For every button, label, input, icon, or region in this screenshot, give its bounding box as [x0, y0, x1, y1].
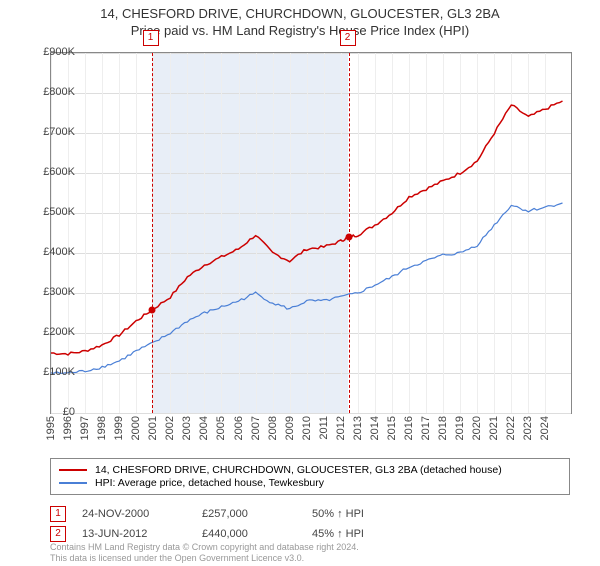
sale-price: £257,000: [202, 508, 312, 520]
chart-title-1: 14, CHESFORD DRIVE, CHURCHDOWN, GLOUCEST…: [0, 6, 600, 21]
legend-item: HPI: Average price, detached house, Tewk…: [59, 477, 561, 489]
chart-event-marker: 1: [143, 30, 159, 46]
x-tick-label: 2006: [233, 416, 245, 440]
x-tick-label: 2014: [369, 416, 381, 440]
chart-event-marker: 2: [340, 30, 356, 46]
x-tick-label: 1997: [79, 416, 91, 440]
sale-events: 1 24-NOV-2000 £257,000 50% ↑ HPI 2 13-JU…: [50, 502, 412, 542]
x-tick-label: 2001: [147, 416, 159, 440]
y-tick-label: £700K: [25, 126, 75, 138]
x-tick-label: 2004: [198, 416, 210, 440]
x-tick-label: 2015: [386, 416, 398, 440]
footer-line-1: Contains HM Land Registry data © Crown c…: [50, 542, 359, 553]
x-tick-label: 2012: [335, 416, 347, 440]
x-tick-label: 2017: [420, 416, 432, 440]
y-tick-label: £800K: [25, 86, 75, 98]
x-tick-label: 2018: [437, 416, 449, 440]
x-tick-label: 2013: [352, 416, 364, 440]
x-tick-label: 2005: [215, 416, 227, 440]
legend-label: HPI: Average price, detached house, Tewk…: [95, 477, 324, 489]
y-tick-label: £100K: [25, 366, 75, 378]
x-tick-label: 2002: [164, 416, 176, 440]
x-tick-label: 2007: [250, 416, 262, 440]
x-tick-label: 2021: [488, 416, 500, 440]
x-tick-label: 2000: [130, 416, 142, 440]
x-tick-label: 2009: [284, 416, 296, 440]
x-tick-label: 2008: [267, 416, 279, 440]
x-tick-label: 2022: [505, 416, 517, 440]
y-tick-label: £400K: [25, 246, 75, 258]
sale-marker-box: 1: [50, 506, 66, 522]
x-tick-label: 2003: [181, 416, 193, 440]
footer-text: Contains HM Land Registry data © Crown c…: [50, 542, 359, 564]
sale-marker-box: 2: [50, 526, 66, 542]
footer-line-2: This data is licensed under the Open Gov…: [50, 553, 359, 564]
x-tick-label: 1999: [113, 416, 125, 440]
sale-dot: [345, 234, 352, 241]
x-tick-label: 2016: [403, 416, 415, 440]
sale-pct: 45% ↑ HPI: [312, 528, 412, 540]
sale-pct: 50% ↑ HPI: [312, 508, 412, 520]
chart-title-2: Price paid vs. HM Land Registry's House …: [0, 23, 600, 38]
sale-row: 2 13-JUN-2012 £440,000 45% ↑ HPI: [50, 526, 412, 542]
x-tick-label: 2010: [301, 416, 313, 440]
legend-item: 14, CHESFORD DRIVE, CHURCHDOWN, GLOUCEST…: [59, 464, 561, 476]
y-tick-label: £500K: [25, 206, 75, 218]
x-tick-label: 2019: [454, 416, 466, 440]
chart-svg: [51, 53, 571, 413]
x-tick-label: 1998: [96, 416, 108, 440]
x-tick-label: 1995: [45, 416, 57, 440]
legend-swatch: [59, 469, 87, 471]
y-tick-label: £600K: [25, 166, 75, 178]
sale-row: 1 24-NOV-2000 £257,000 50% ↑ HPI: [50, 506, 412, 522]
x-tick-label: 1996: [62, 416, 74, 440]
x-tick-label: 2020: [471, 416, 483, 440]
chart-legend: 14, CHESFORD DRIVE, CHURCHDOWN, GLOUCEST…: [50, 458, 570, 495]
legend-swatch: [59, 482, 87, 484]
series-line: [51, 101, 563, 355]
y-tick-label: £900K: [25, 46, 75, 58]
sale-date: 13-JUN-2012: [82, 528, 202, 540]
y-tick-label: £300K: [25, 286, 75, 298]
sale-price: £440,000: [202, 528, 312, 540]
y-tick-label: £200K: [25, 326, 75, 338]
sale-dot: [148, 307, 155, 314]
chart-plot-area: [50, 52, 572, 414]
x-tick-label: 2024: [539, 416, 551, 440]
series-line: [51, 203, 563, 373]
x-tick-label: 2011: [318, 416, 330, 440]
sale-date: 24-NOV-2000: [82, 508, 202, 520]
legend-label: 14, CHESFORD DRIVE, CHURCHDOWN, GLOUCEST…: [95, 464, 502, 476]
x-tick-label: 2023: [522, 416, 534, 440]
